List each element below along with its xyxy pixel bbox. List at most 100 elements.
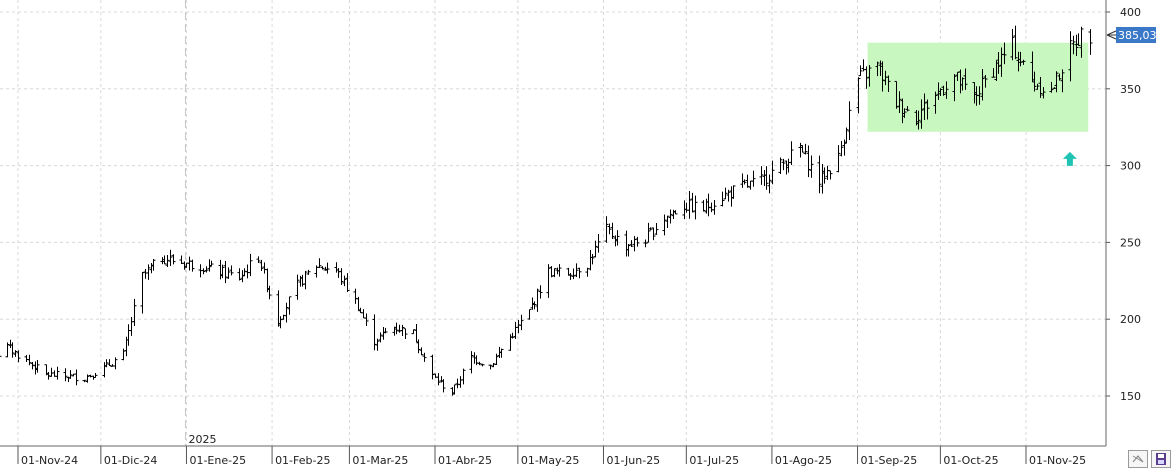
- ohlc-bar: [334, 262, 339, 273]
- ohlc-bar: [107, 359, 112, 367]
- ohlc-bar: [577, 267, 582, 279]
- ohlc-bar: [259, 259, 264, 272]
- ohlc-bar: [461, 368, 466, 385]
- ohlc-bar: [1057, 73, 1062, 81]
- x-tick-label: 01-Dic-24: [104, 454, 158, 467]
- ohlc-bar: [439, 376, 444, 383]
- ohlc-bar: [276, 290, 281, 327]
- ohlc-bar: [320, 266, 325, 270]
- x-tick-label: 01-May-25: [521, 454, 579, 467]
- ohlc-bar: [8, 339, 13, 349]
- ohlc-bar: [1088, 29, 1093, 55]
- ohlc-bar: [510, 332, 515, 339]
- ohlc-bar: [764, 166, 769, 190]
- ohlc-bar: [635, 236, 640, 247]
- ohlc-bar: [864, 66, 869, 89]
- ohlc-bar: [944, 81, 949, 99]
- up-arrow-icon: [1062, 151, 1077, 166]
- ohlc-bar: [613, 235, 618, 247]
- ohlc-bar: [403, 328, 408, 339]
- ohlc-bar: [626, 244, 631, 257]
- ohlc-bar: [248, 253, 253, 277]
- save-icon[interactable]: [1151, 450, 1171, 468]
- ohlc-bar: [856, 77, 861, 114]
- ohlc-bar: [535, 288, 540, 312]
- ohlc-bar: [55, 366, 60, 380]
- ohlc-bar: [16, 350, 21, 363]
- ohlc-bar: [1002, 42, 1007, 65]
- ohlc-bar: [751, 170, 756, 187]
- ohlc-bar: [458, 376, 463, 388]
- ohlc-bar: [701, 200, 706, 212]
- ohlc-bar: [342, 275, 347, 287]
- ohlc-bar: [339, 268, 344, 285]
- ohlc-bar: [690, 192, 695, 213]
- x-tick-label: 01-Mar-25: [352, 454, 408, 467]
- last-price-tag: [1116, 26, 1156, 43]
- ohlc-bar: [1071, 35, 1076, 55]
- ohlc-bar: [378, 332, 383, 343]
- ohlc-bar: [284, 302, 289, 323]
- ohlc-bar: [648, 227, 653, 231]
- ohlc-bar: [624, 230, 629, 257]
- x-tick-label: 01-Ene-25: [189, 454, 246, 467]
- ohlc-bar: [113, 357, 118, 370]
- ohlc-bar: [394, 322, 399, 335]
- ohlc-bar: [632, 236, 637, 252]
- ohlc-bar: [361, 309, 366, 319]
- ohlc-bar: [450, 387, 455, 396]
- y-tick-label: 150: [1120, 390, 1141, 403]
- ohlc-bar: [287, 296, 292, 315]
- ohlc-bar: [654, 222, 659, 235]
- ohlc-bar: [740, 173, 745, 188]
- ohlc-bar: [209, 260, 214, 267]
- ohlc-bar: [151, 258, 156, 271]
- ohlc-bar: [220, 264, 225, 279]
- ohlc-bar: [610, 222, 615, 239]
- ohlc-bar: [1013, 25, 1018, 60]
- ohlc-bar: [894, 80, 899, 109]
- ohlc-bar: [574, 263, 579, 278]
- ohlc-bar: [516, 320, 521, 334]
- ohlc-bar: [129, 317, 134, 336]
- ohlc-bar: [44, 364, 49, 376]
- ohlc-bar: [820, 164, 825, 194]
- ohlc-bar: [146, 264, 151, 280]
- ohlc-bar: [300, 274, 305, 287]
- ohlc-bar: [712, 200, 717, 215]
- ohlc-bar: [604, 216, 609, 243]
- ohlc-bar: [381, 327, 386, 340]
- ohlc-bar: [364, 313, 369, 327]
- ohlc-bar: [880, 61, 885, 92]
- ohlc-bar: [201, 268, 206, 275]
- ohlc-bar: [742, 179, 747, 185]
- ohlc-bar: [5, 342, 10, 358]
- price-bars: [0, 25, 1093, 396]
- ohlc-bar: [436, 373, 441, 386]
- ohlc-bar: [527, 309, 532, 320]
- ohlc-bar: [469, 351, 474, 374]
- ohlc-bar: [63, 368, 68, 382]
- y-tick-label: 350: [1120, 83, 1141, 96]
- ohlc-bar: [847, 101, 852, 141]
- ohlc-bar: [171, 254, 176, 265]
- ohlc-bar: [513, 321, 518, 339]
- expand-icon[interactable]: [1128, 450, 1148, 468]
- ohlc-bar: [552, 268, 557, 278]
- ohlc-bar: [745, 174, 750, 188]
- ohlc-bar: [1076, 33, 1081, 47]
- ohlc-bar: [74, 369, 79, 386]
- ohlc-bar: [590, 254, 595, 265]
- ohlc-bar: [223, 260, 228, 284]
- ohlc-bar: [596, 234, 601, 253]
- ohlc-bar: [46, 372, 51, 380]
- ohlc-bar: [168, 249, 173, 266]
- ohlc-bar: [922, 93, 927, 120]
- highlight-zone-layer: [867, 42, 1089, 132]
- ohlc-bar: [1079, 26, 1084, 58]
- ohlc-bar: [336, 268, 341, 278]
- ohlc-bar: [1060, 69, 1065, 93]
- ohlc-bar: [941, 85, 946, 96]
- ohlc-bar: [704, 198, 709, 214]
- ohlc-bar: [383, 327, 388, 334]
